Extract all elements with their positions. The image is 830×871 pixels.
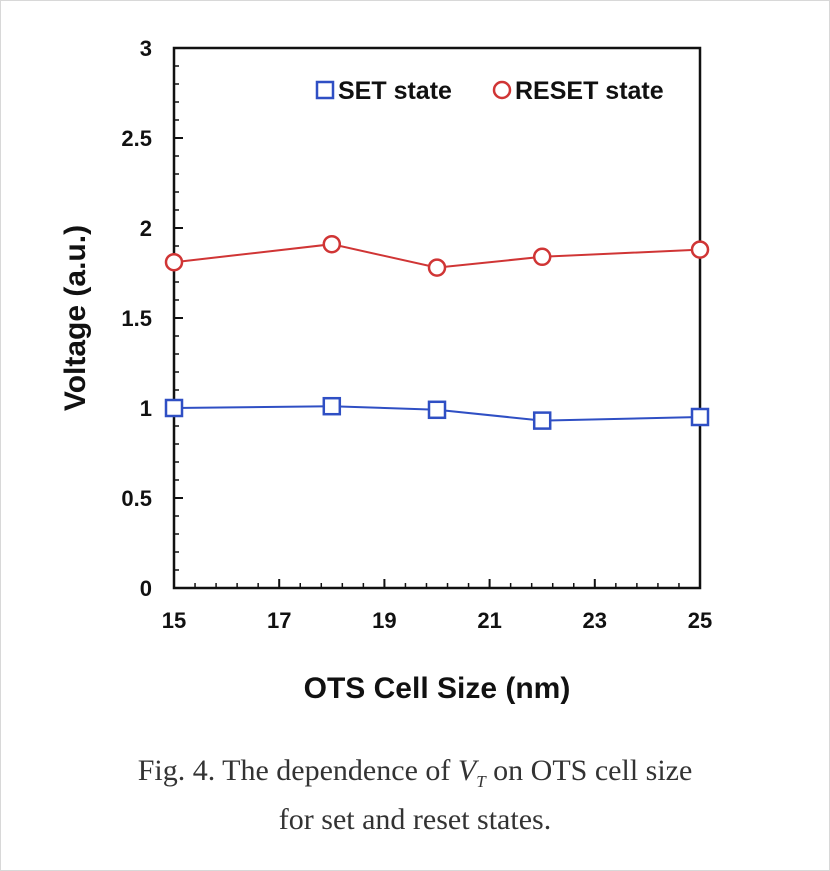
legend-label: SET state bbox=[338, 77, 452, 105]
caption-subscript: T bbox=[476, 772, 486, 791]
data-point-circle bbox=[690, 240, 710, 259]
data-point-circle bbox=[322, 234, 342, 254]
data-point-square bbox=[532, 411, 552, 430]
caption-symbol: V bbox=[457, 754, 477, 787]
data-point-square bbox=[690, 407, 710, 427]
caption-prefix: Fig. 4. The dependence of bbox=[137, 754, 458, 787]
y-tick-label: 1.5 bbox=[121, 306, 152, 331]
data-point-circle bbox=[532, 247, 552, 267]
y-tick-label: 0.5 bbox=[121, 486, 152, 511]
x-tick-label: 21 bbox=[477, 608, 501, 633]
caption-line-2: for set and reset states. bbox=[278, 803, 552, 836]
data-point-circle bbox=[427, 258, 447, 277]
y-tick-label: 2 bbox=[140, 216, 152, 241]
x-tick-label: 25 bbox=[688, 608, 712, 633]
legend-marker-circle bbox=[492, 80, 512, 100]
y-axis-label: Voltage (a.u.) bbox=[59, 225, 92, 411]
caption-line-1: Fig. 4. The dependence of VT on OTS cell… bbox=[0, 752, 830, 801]
legend-label: RESET state bbox=[515, 77, 664, 105]
plot-area: 0 0.5 1 1.5 2 2.5 3 15 17 19 21 23 25 OTS Cell Size (… bbox=[59, 36, 712, 705]
legend-marker-square bbox=[315, 80, 335, 100]
y-tick-label: 3 bbox=[140, 36, 152, 61]
figure-caption: Fig. 4. The dependence of VT on OTS cell… bbox=[0, 752, 830, 839]
plot-frame bbox=[172, 46, 702, 590]
x-axis-label: OTS Cell Size (nm) bbox=[304, 672, 571, 705]
caption-suffix: on OTS cell size bbox=[485, 754, 693, 787]
chart: 0 0.5 1 1.5 2 2.5 3 15 17 19 21 23 25 OTS Cell Size (… bbox=[59, 36, 712, 705]
data-point-circle bbox=[164, 252, 184, 272]
data-point-square bbox=[164, 398, 184, 418]
y-tick-label: 1 bbox=[140, 396, 152, 421]
x-tick-label: 23 bbox=[583, 608, 607, 633]
y-tick-label: 2.5 bbox=[121, 126, 152, 151]
x-tick-label: 19 bbox=[372, 608, 396, 633]
x-tick-label: 17 bbox=[267, 608, 291, 633]
x-tick-label: 15 bbox=[162, 608, 186, 633]
y-tick-label: 0 bbox=[140, 576, 152, 601]
data-point-square bbox=[427, 400, 447, 420]
data-point-square bbox=[322, 396, 342, 416]
